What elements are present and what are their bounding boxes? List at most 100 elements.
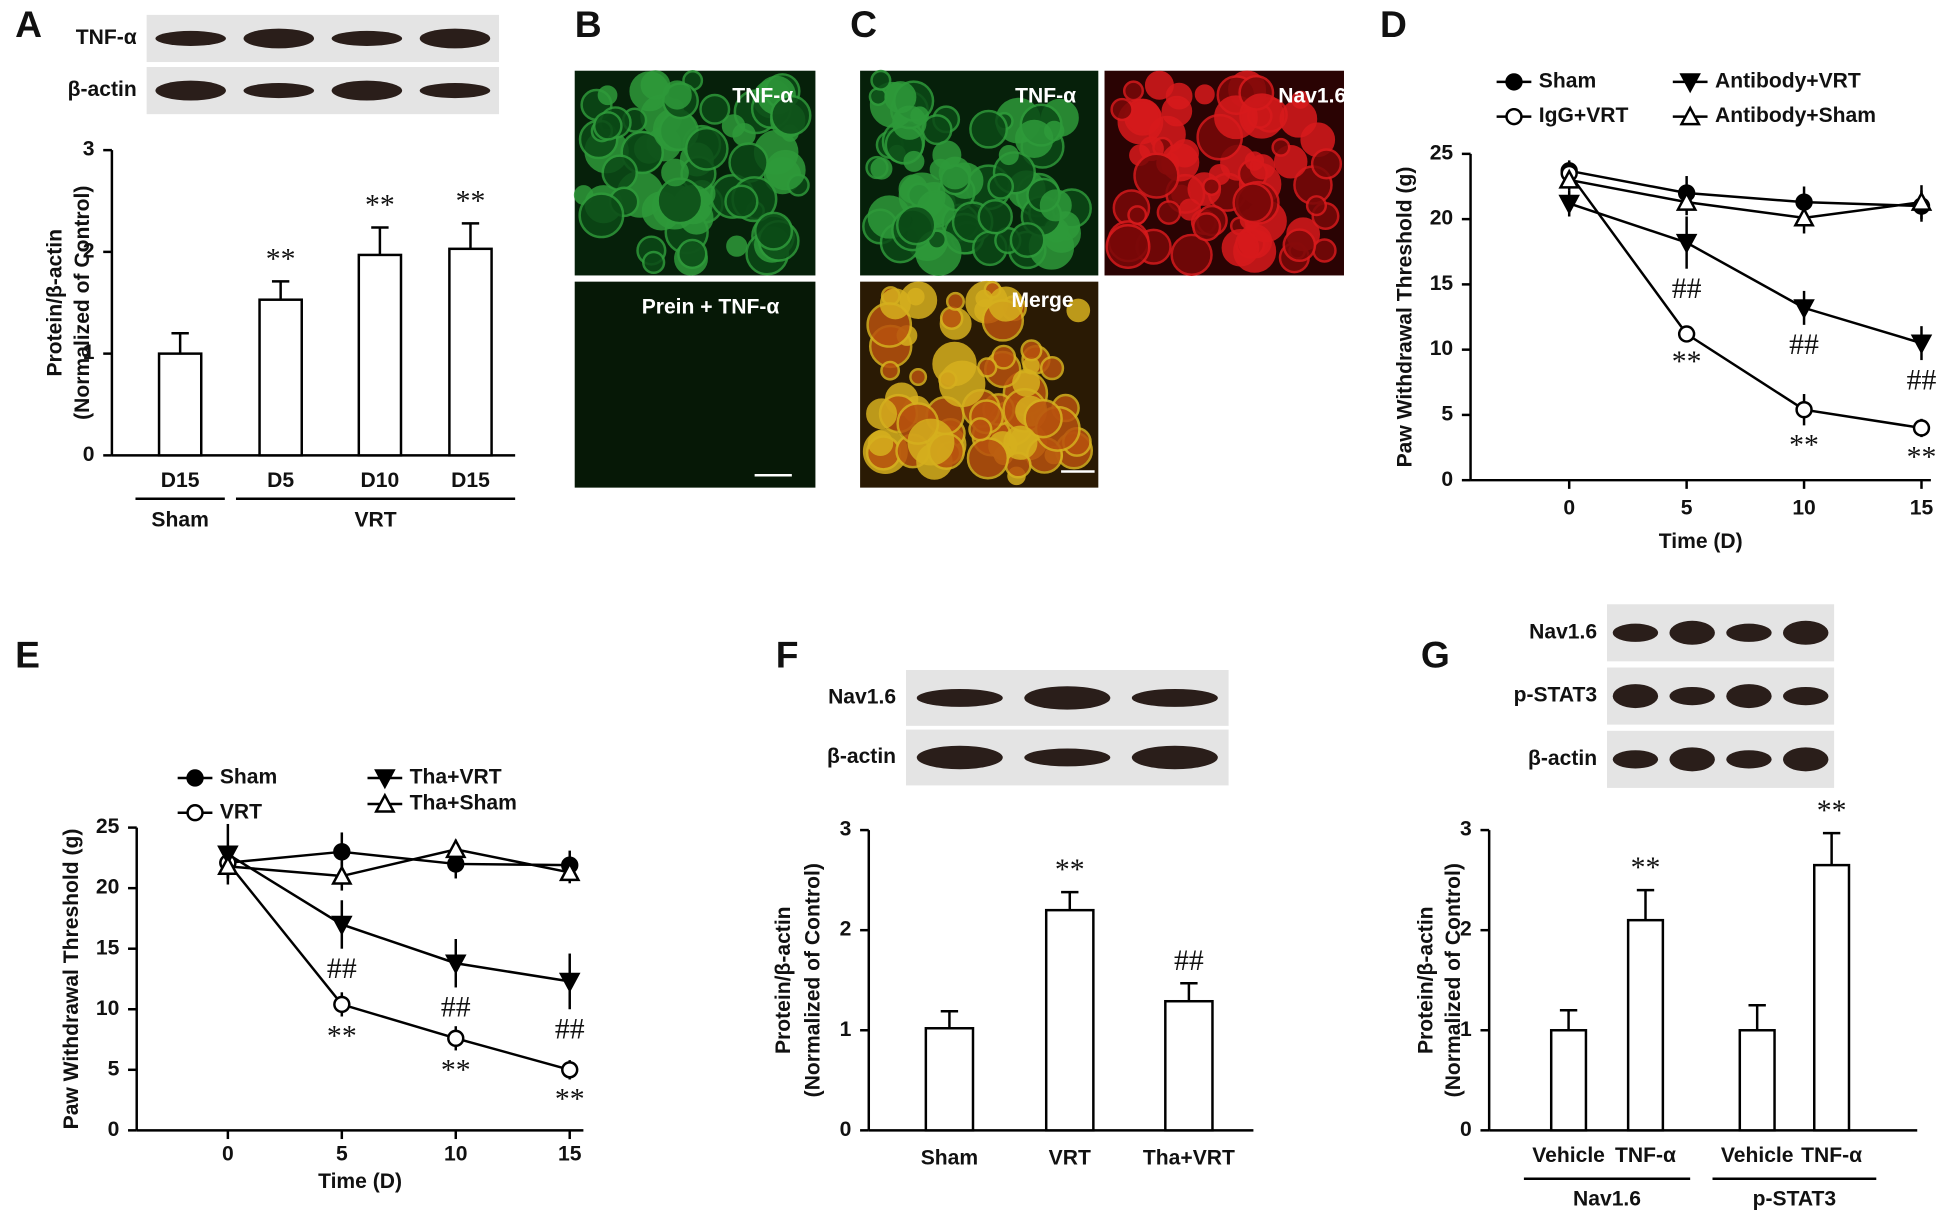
cell bbox=[1310, 148, 1343, 180]
x-tick-label: D10 bbox=[361, 469, 400, 492]
cell bbox=[1023, 398, 1063, 439]
y-tick-label: 3 bbox=[840, 818, 852, 841]
legend-label: Sham bbox=[1539, 69, 1596, 92]
y-axis-label: (Normalized of Control) bbox=[802, 863, 825, 1097]
cell bbox=[903, 150, 925, 172]
cell bbox=[765, 149, 806, 191]
cell bbox=[966, 437, 1010, 480]
marker bbox=[217, 845, 239, 866]
series-line bbox=[1568, 202, 1922, 345]
bar bbox=[448, 247, 493, 457]
y-tick-label: 15 bbox=[1430, 272, 1454, 295]
legend-marker bbox=[374, 769, 396, 790]
cell bbox=[728, 142, 769, 183]
annotation: ** bbox=[327, 1020, 357, 1053]
y-tick-label: 15 bbox=[96, 936, 120, 959]
annotation: ## bbox=[1672, 272, 1702, 305]
y-tick-label: 20 bbox=[96, 876, 119, 899]
blot-band bbox=[331, 30, 403, 47]
marker bbox=[1912, 419, 1931, 437]
cell bbox=[726, 235, 748, 257]
cell bbox=[867, 430, 894, 456]
series-line bbox=[227, 850, 570, 867]
cell bbox=[938, 360, 986, 408]
x-tick-label: D5 bbox=[267, 469, 294, 492]
x-tick-label: TNF-α bbox=[1615, 1144, 1676, 1167]
y-tick-label: 0 bbox=[1441, 468, 1453, 491]
cell bbox=[1044, 120, 1065, 142]
cell bbox=[870, 69, 892, 91]
marker bbox=[331, 915, 353, 936]
cell bbox=[879, 288, 911, 320]
cell bbox=[909, 367, 928, 386]
bar bbox=[924, 1027, 975, 1132]
blot-band bbox=[243, 28, 315, 49]
legend-marker bbox=[1505, 107, 1523, 126]
cell bbox=[642, 250, 666, 275]
blot-band bbox=[1726, 684, 1772, 709]
group-label: p-STAT3 bbox=[1753, 1187, 1837, 1210]
cell bbox=[677, 238, 708, 270]
y-tick-label: 0 bbox=[1460, 1118, 1472, 1141]
bar bbox=[258, 298, 303, 457]
y-axis-label: Protein/β-actin bbox=[1415, 906, 1438, 1054]
marker bbox=[1910, 334, 1933, 355]
annotation: ** bbox=[441, 1054, 471, 1087]
cell bbox=[1249, 154, 1276, 180]
y-axis-label: Paw Withdrawal Threshold (g) bbox=[60, 829, 83, 1130]
x-tick-label: 0 bbox=[1563, 496, 1575, 519]
cell bbox=[601, 154, 639, 191]
x-tick-label: Tha+VRT bbox=[1143, 1146, 1235, 1169]
blot-band bbox=[1669, 747, 1715, 772]
x-tick-label: D15 bbox=[161, 469, 200, 492]
blot-band bbox=[1612, 750, 1659, 769]
x-tick-label: Vehicle bbox=[1721, 1144, 1794, 1167]
annotation: ## bbox=[1789, 328, 1819, 361]
cell bbox=[754, 211, 794, 251]
marker bbox=[1795, 401, 1813, 419]
cell bbox=[1039, 356, 1065, 381]
annotation: ** bbox=[555, 1083, 585, 1116]
marker bbox=[1793, 206, 1815, 227]
cell bbox=[1020, 339, 1043, 362]
series-line bbox=[1568, 172, 1922, 430]
y-tick-label: 3 bbox=[83, 138, 95, 161]
annotation: ** bbox=[456, 184, 486, 217]
cell bbox=[721, 114, 746, 138]
annotation: ** bbox=[1055, 853, 1085, 886]
blot-label: TNF-α bbox=[76, 26, 137, 49]
blot-label: Nav1.6 bbox=[1529, 620, 1597, 643]
group-label: Sham bbox=[151, 509, 208, 532]
image-label: Prein + TNF-α bbox=[642, 295, 780, 318]
cell bbox=[975, 289, 993, 308]
cell bbox=[987, 172, 1015, 200]
blot-band bbox=[155, 80, 226, 101]
x-tick-label: 10 bbox=[444, 1143, 467, 1166]
cell bbox=[684, 126, 729, 171]
series-line bbox=[226, 861, 571, 1071]
blot-band bbox=[419, 83, 491, 99]
cell bbox=[1009, 222, 1046, 259]
cell bbox=[1012, 368, 1041, 397]
annotation: ** bbox=[1817, 794, 1847, 827]
cell bbox=[640, 70, 671, 100]
y-tick-label: 20 bbox=[1430, 207, 1453, 230]
y-tick-label: 0 bbox=[108, 1118, 120, 1141]
x-tick-label: 5 bbox=[1681, 496, 1693, 519]
marker bbox=[1675, 233, 1698, 254]
cell bbox=[977, 198, 1013, 235]
bar bbox=[1549, 1029, 1588, 1132]
y-tick-label: 10 bbox=[96, 997, 119, 1020]
group-label: VRT bbox=[354, 509, 396, 532]
marker bbox=[1793, 299, 1815, 320]
marker bbox=[1910, 190, 1933, 211]
blot-band bbox=[331, 80, 403, 101]
panel-letter: F bbox=[776, 633, 799, 675]
annotation: ** bbox=[266, 242, 296, 275]
y-tick-label: 25 bbox=[96, 815, 120, 838]
cell bbox=[1133, 152, 1180, 199]
bar bbox=[357, 253, 403, 457]
marker bbox=[447, 1029, 465, 1047]
cell bbox=[661, 158, 689, 187]
